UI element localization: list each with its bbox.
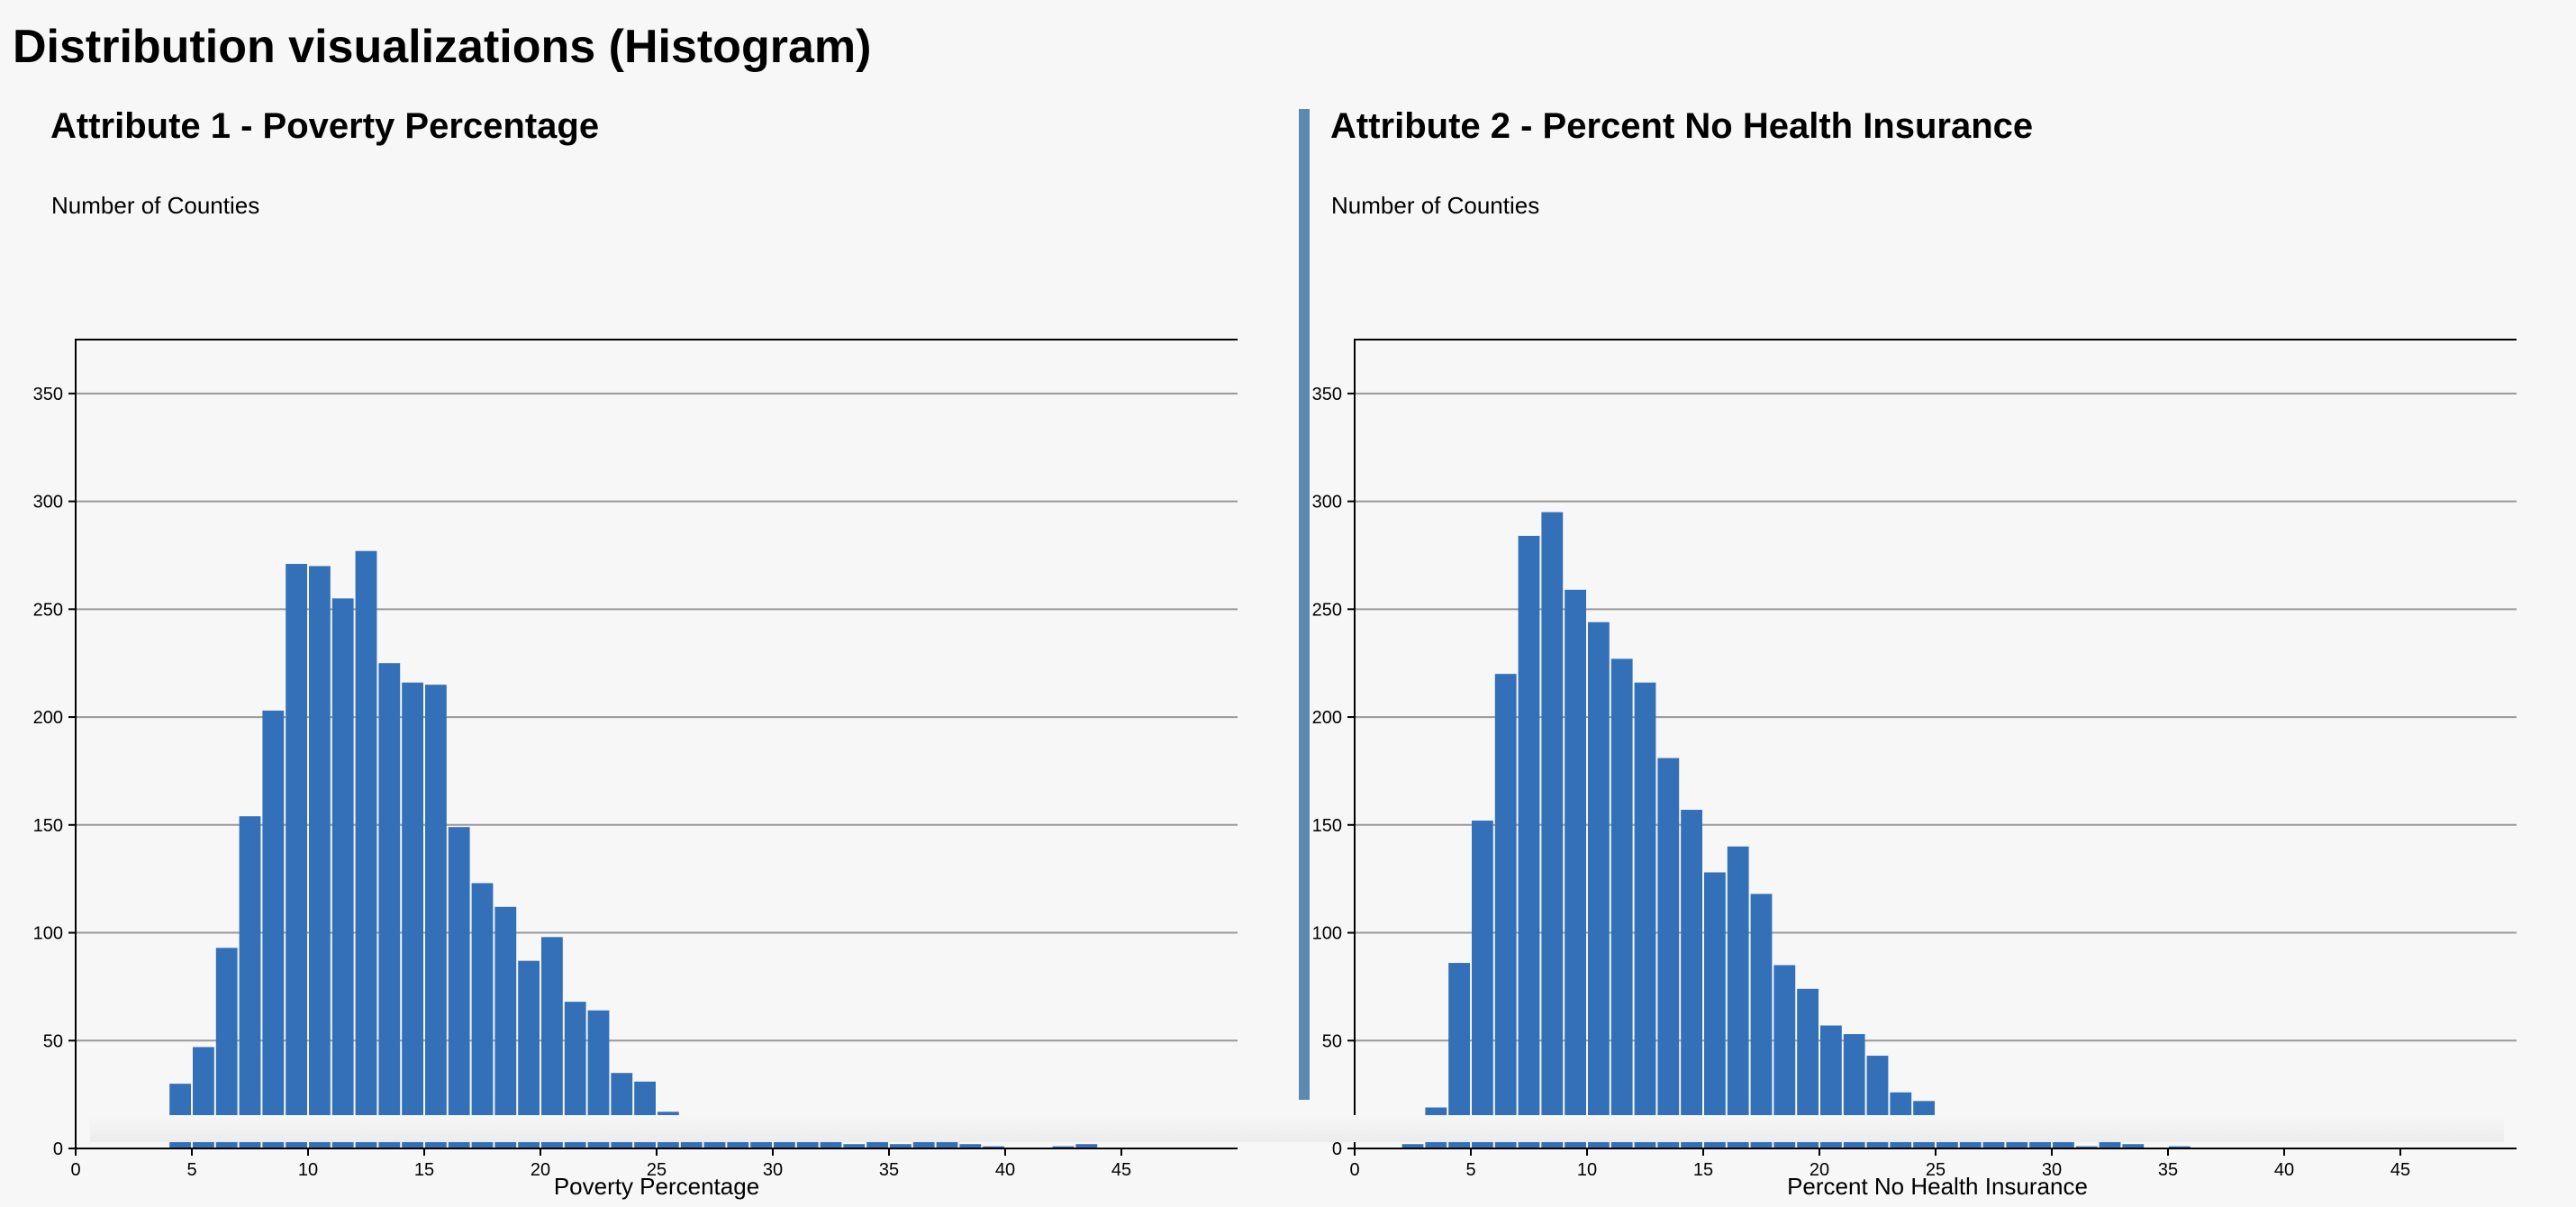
histogram-bar [2099, 1141, 2121, 1148]
y-tick-label: 0 [1332, 1139, 1342, 1159]
y-tick-label: 250 [33, 600, 63, 620]
histogram-bar [309, 566, 331, 1148]
bottom-shadow [90, 1115, 2504, 1142]
histogram-bar [564, 1002, 586, 1148]
histogram-bar [1472, 821, 1493, 1148]
x-tick-label: 40 [2274, 1160, 2294, 1180]
histogram-bar [912, 1141, 935, 1148]
histogram-bar [1448, 963, 1470, 1148]
plot-area: 0 50 100 150 200 250 300 350 0 5 10 15 20 25 30 35 40 45 [33, 339, 1238, 1180]
y-tick-label: 250 [1312, 600, 1342, 620]
x-tick-label: 30 [2042, 1160, 2062, 1180]
poverty-chart-title: Attribute 1 - Poverty Percentage [50, 106, 600, 146]
y-tick-label: 50 [1322, 1031, 1342, 1051]
y-tick-label: 150 [1312, 816, 1342, 836]
histogram-bar [1797, 988, 1819, 1148]
x-tick-label: 15 [1693, 1160, 1713, 1180]
page-title: Distribution visualizations (Histogram) [13, 21, 872, 73]
histogram-bar [425, 685, 447, 1148]
histogram-bar [1727, 846, 1749, 1148]
insurance-histogram-panel: Attribute 2 - Percent No Health Insuranc… [1279, 99, 2522, 1200]
insurance-chart-title: Attribute 2 - Percent No Health Insuranc… [1330, 106, 2034, 146]
histogram-bar [1494, 674, 1517, 1148]
x-tick-label: 25 [647, 1160, 667, 1180]
y-tick-label: 200 [33, 708, 63, 728]
histogram-bar [1704, 872, 1726, 1148]
x-tick-label: 10 [1577, 1160, 1597, 1180]
y-tick-label: 50 [43, 1031, 63, 1051]
y-tick-label: 300 [33, 493, 63, 513]
histogram-bar [494, 906, 517, 1148]
histogram-bar [1773, 965, 1796, 1148]
x-tick-label: 15 [414, 1160, 434, 1180]
histogram-bar [331, 598, 354, 1148]
x-tick-label: 35 [879, 1160, 899, 1180]
histogram-bar [541, 937, 563, 1148]
x-tick-label: 45 [1111, 1160, 1131, 1180]
poverty-histogram-chart: Number of Counties Poverty Percentage 05… [33, 192, 1238, 1200]
y-tick-label: 0 [53, 1139, 63, 1159]
histogram-bar [1518, 535, 1540, 1148]
x-tick-label: 5 [1465, 1160, 1475, 1180]
y-tick-label: 200 [1312, 708, 1342, 728]
y-axis-label: Number of Counties [51, 192, 259, 219]
histogram-bar [1588, 622, 1610, 1148]
histogram-bar [448, 827, 470, 1148]
histogram-bar [1681, 810, 1702, 1148]
histogram-bar [518, 960, 540, 1148]
x-tick-label: 30 [763, 1160, 783, 1180]
poverty-histogram-panel: Attribute 1 - Poverty Percentage Number … [0, 99, 1243, 1200]
histogram-bar [286, 564, 307, 1148]
y-tick-label: 350 [1312, 385, 1342, 404]
x-tick-label: 20 [531, 1160, 550, 1180]
histogram-bar [587, 1010, 610, 1148]
histogram-bar [402, 682, 423, 1148]
y-tick-label: 100 [33, 924, 63, 944]
y-tick-label: 300 [1312, 493, 1342, 513]
x-tick-label: 45 [2390, 1160, 2410, 1180]
histogram-bar [378, 663, 401, 1148]
x-tick-label: 5 [186, 1160, 196, 1180]
histogram-bar [1610, 658, 1633, 1148]
x-tick-label: 10 [298, 1160, 318, 1180]
insurance-histogram-chart: Number of Counties Percent No Health Ins… [1312, 192, 2517, 1200]
x-tick-label: 0 [70, 1160, 80, 1180]
x-tick-label: 25 [1926, 1160, 1946, 1180]
y-tick-label: 100 [1312, 924, 1342, 944]
histogram-bar [471, 883, 494, 1148]
panel-divider [1299, 109, 1310, 1100]
x-tick-label: 20 [1810, 1160, 1829, 1180]
histogram-bar [355, 550, 377, 1148]
histogram-bar [1565, 589, 1586, 1148]
y-axis-label: Number of Counties [1331, 192, 1539, 219]
histogram-bar [1657, 758, 1680, 1148]
histogram-bar [1750, 894, 1773, 1148]
x-tick-label: 40 [995, 1160, 1015, 1180]
y-tick-label: 350 [33, 385, 63, 404]
y-tick-label: 150 [33, 816, 63, 836]
histogram-bar [262, 710, 285, 1148]
histogram-bar [1541, 512, 1564, 1148]
histogram-bar [239, 816, 261, 1148]
histogram-bar [1634, 682, 1656, 1148]
x-tick-label: 0 [1349, 1160, 1359, 1180]
histogram-bar [215, 948, 238, 1148]
x-tick-label: 35 [2158, 1160, 2178, 1180]
plot-area: 0 50 100 150 200 250 300 350 0 5 10 15 20 25 30 35 40 45 [1312, 339, 2517, 1180]
